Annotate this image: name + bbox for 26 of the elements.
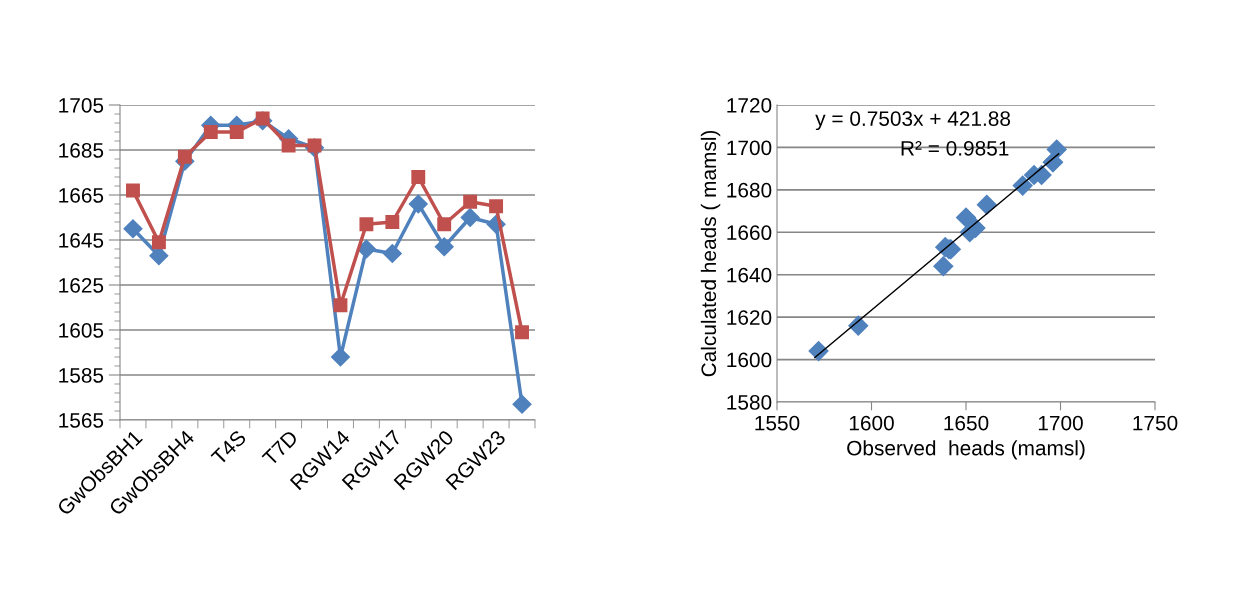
annotation: R² = 0.9851 <box>901 140 1009 156</box>
x-tick-label: 1550 <box>755 415 800 431</box>
y-tick-label: 1565 <box>59 413 104 428</box>
y-tick-label: 1645 <box>59 233 104 248</box>
y-tick-label: 1585 <box>59 368 104 383</box>
y-tick-label: 1625 <box>59 278 104 293</box>
y-tick-label: 1685 <box>59 143 104 158</box>
y-tick-label: 1680 <box>727 182 772 198</box>
y-tick-label: 1605 <box>59 323 104 338</box>
x-axis-title: Observed heads (mamsl) <box>847 440 1085 460</box>
y-tick-label: 1720 <box>727 98 772 113</box>
y-tick-label: 1640 <box>727 267 772 283</box>
y-tick-label: 1700 <box>727 140 772 156</box>
y-tick-label: 1705 <box>59 98 104 113</box>
x-tick-label: T4S <box>210 429 247 466</box>
annotation: y = 0.7503x + 421.88 <box>815 111 1011 131</box>
x-tick-label: 1700 <box>1038 415 1083 431</box>
x-tick-label: 1750 <box>1133 415 1178 431</box>
x-tick-label: 1600 <box>849 415 894 431</box>
y-tick-label: 1600 <box>727 352 772 368</box>
y-tick-label: 1660 <box>727 225 772 241</box>
y-axis-title: Calculated heads ( mamsl) <box>700 130 721 377</box>
y-tick-label: 1620 <box>727 310 772 325</box>
y-tick-label: 1665 <box>59 188 104 203</box>
y-tick-label: 1580 <box>727 395 772 410</box>
x-tick-label: 1650 <box>944 415 989 431</box>
